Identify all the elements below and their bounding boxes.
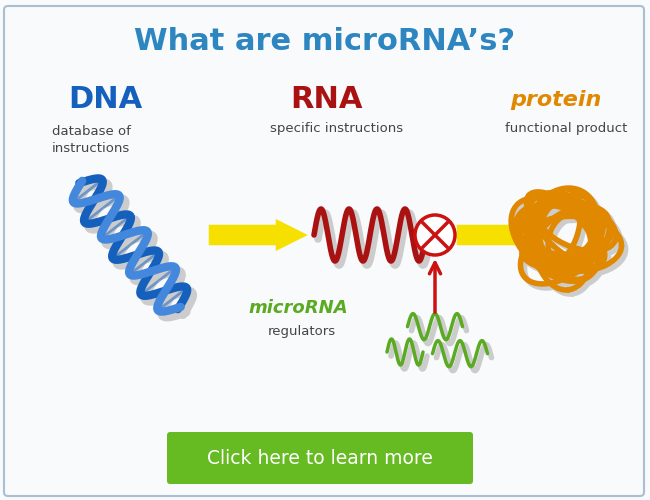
Text: functional product: functional product (505, 122, 627, 135)
Text: Click here to learn more: Click here to learn more (207, 448, 433, 468)
Circle shape (415, 215, 455, 255)
FancyBboxPatch shape (4, 6, 644, 496)
Text: DNA: DNA (68, 86, 142, 114)
FancyBboxPatch shape (167, 432, 473, 484)
Text: regulators: regulators (268, 326, 336, 338)
Text: What are microRNA’s?: What are microRNA’s? (135, 28, 515, 56)
Text: microRNA: microRNA (248, 299, 348, 317)
FancyArrow shape (210, 221, 305, 249)
Text: protein: protein (510, 90, 601, 110)
Text: RNA: RNA (290, 86, 363, 114)
Text: specific instructions: specific instructions (270, 122, 403, 135)
Text: database of
instructions: database of instructions (52, 125, 131, 155)
FancyArrow shape (458, 221, 553, 249)
